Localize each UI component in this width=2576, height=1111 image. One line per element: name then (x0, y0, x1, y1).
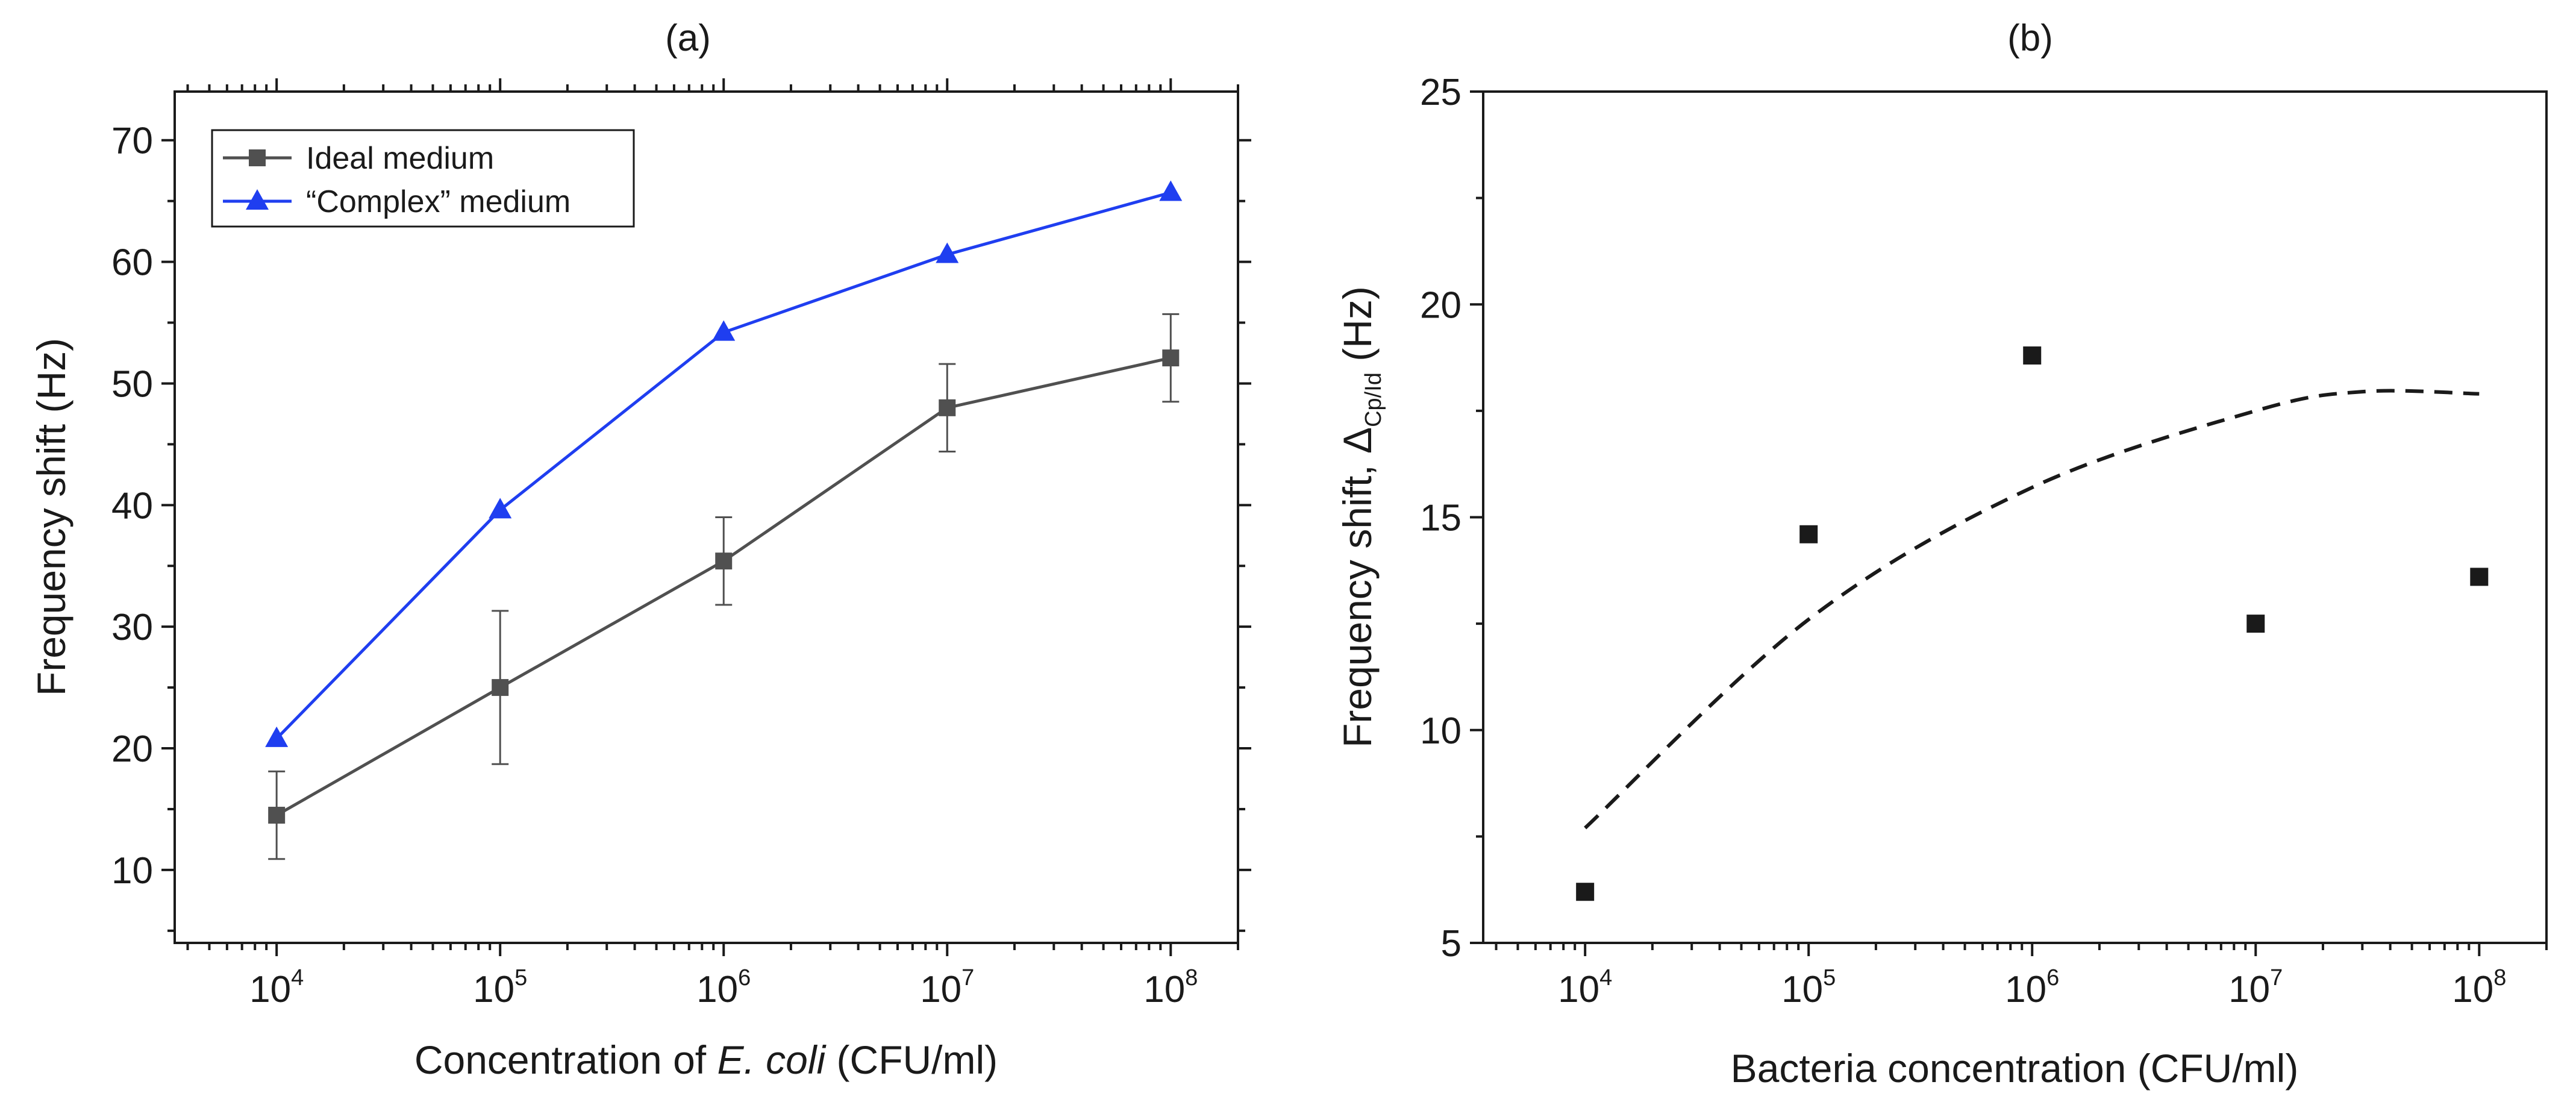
data-point-triangle (489, 498, 512, 519)
panel-b: (b) 104 105 106 107 108 5 10 15 20 25 Bacteria co… (1335, 17, 2548, 1091)
data-point-square (492, 679, 509, 696)
data-point-triangle (265, 726, 289, 747)
y-tick-label: 10 (111, 850, 153, 892)
x-tick-label: 106 (696, 965, 751, 1010)
legend-complex-label: “Complex” medium (306, 184, 571, 219)
y-tick-label: 70 (111, 120, 153, 162)
panel-a-x-axis-label: Concentration of E. coli (CFU/ml) (414, 1037, 998, 1082)
legend-ideal-marker (249, 149, 266, 166)
y-tick-label: 40 (111, 485, 153, 527)
series-line (275, 191, 1171, 740)
y-tick-label: 15 (1420, 498, 1462, 539)
x-tick-label: 105 (473, 965, 527, 1010)
data-point-triangle (712, 320, 736, 341)
data-point-triangle (936, 242, 959, 263)
panel-a-plot-frame (174, 90, 1239, 944)
panel-a-axis-ticks (161, 78, 1251, 956)
y-tick-label: 50 (111, 363, 153, 405)
data-point-square (2470, 568, 2489, 586)
x-tick-label: 108 (1143, 965, 1198, 1010)
panel-a-y-axis-label: Frequency shift (Hz) (29, 338, 73, 696)
x-tick-label: 107 (2228, 965, 2283, 1010)
fit-curve (1584, 389, 2480, 830)
y-tick-label: 5 (1441, 923, 1462, 965)
y-tick-label: 60 (111, 242, 153, 284)
panel-b-plot-frame (1482, 90, 2548, 944)
x-tick-label: 108 (2452, 965, 2506, 1010)
data-point-square (2023, 346, 2042, 365)
data-point-square (715, 552, 733, 570)
y-tick-label: 20 (1420, 284, 1462, 326)
legend-box (211, 129, 635, 228)
panel-a-tick-labels: 104 105 106 107 108 10 20 30 40 50 60 70 (111, 120, 1198, 1010)
data-point-square (939, 399, 956, 416)
panel-a: (a) 104 105 106 107 108 10 20 30 40 50 60 70 Concen… (29, 17, 1251, 1082)
panel-a-series (265, 180, 1183, 860)
data-point-square (1576, 883, 1595, 901)
panel-b-label: (b) (2007, 17, 2053, 59)
panel-b-y-axis-label: Frequency shift, ΔCp/Id (Hz) (1335, 286, 1386, 748)
y-tick-label: 10 (1420, 710, 1462, 752)
legend-ideal-label: Ideal medium (306, 141, 494, 176)
legend-complex-marker (246, 189, 269, 210)
x-tick-label: 104 (249, 965, 304, 1010)
x-tick-label: 105 (1781, 965, 1836, 1010)
panel-b-axis-ticks (1470, 90, 2548, 956)
data-point-square (1162, 349, 1180, 367)
x-tick-label: 106 (2005, 965, 2059, 1010)
data-point-square (1799, 525, 1818, 543)
panel-b-tick-labels: 104 105 106 107 108 5 10 15 20 25 (1420, 72, 2506, 1010)
y-tick-label: 20 (111, 728, 153, 770)
panel-a-label: (a) (665, 17, 711, 59)
y-tick-label: 25 (1420, 72, 1462, 113)
x-tick-label: 104 (1558, 965, 1612, 1010)
data-point-square (268, 807, 286, 824)
panel-b-x-axis-label: Bacteria concentration (CFU/ml) (1731, 1046, 2299, 1091)
x-tick-label: 107 (920, 965, 974, 1010)
y-tick-label: 30 (111, 607, 153, 648)
data-point-square (2246, 615, 2265, 633)
panel-b-series (1576, 346, 2489, 901)
panel-a-legend: Ideal medium “Complex” medium (211, 129, 635, 228)
data-point-triangle (1159, 180, 1183, 201)
